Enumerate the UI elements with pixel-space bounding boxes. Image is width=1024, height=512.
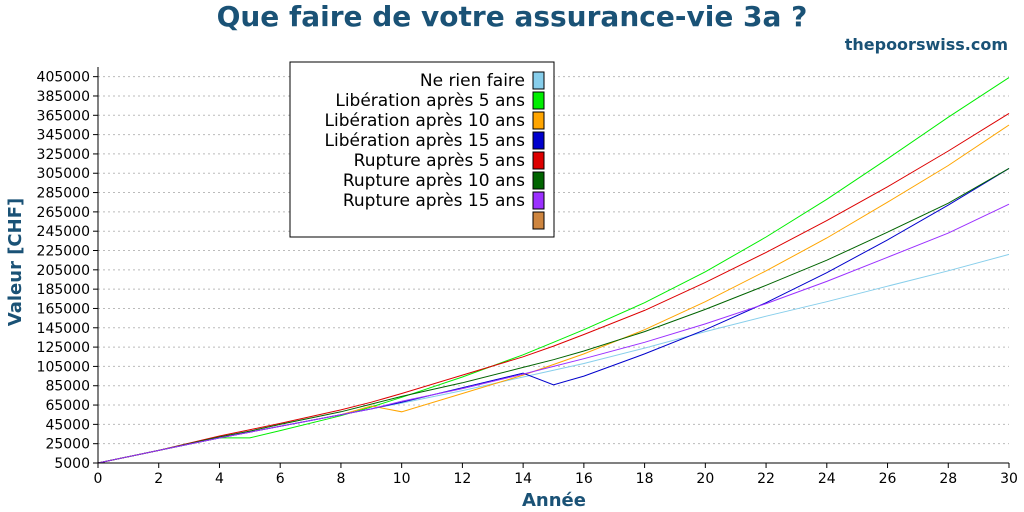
x-tick-label: 24	[818, 471, 836, 487]
legend-swatch	[532, 131, 545, 150]
y-tick-label: 385000	[37, 89, 90, 105]
legend-swatch	[532, 71, 545, 90]
legend-label: Rupture après 10 ans	[343, 171, 525, 191]
legend-label: Rupture après 5 ans	[354, 151, 525, 171]
x-tick-label: 26	[879, 471, 897, 487]
y-tick-label: 365000	[37, 108, 90, 124]
x-tick-label: 10	[393, 471, 411, 487]
y-axis-label: Valeur [CHF]	[5, 198, 26, 326]
x-tick-label: 12	[453, 471, 471, 487]
y-tick-label: 85000	[45, 379, 90, 395]
y-tick-label: 145000	[37, 321, 90, 337]
legend-label: Rupture après 15 ans	[343, 191, 525, 211]
y-tick-label: 45000	[45, 417, 90, 433]
x-tick-label: 20	[696, 471, 714, 487]
y-tick-label: 185000	[37, 282, 90, 298]
series-lines	[97, 77, 1010, 464]
series-line-5	[97, 112, 1010, 464]
legend-label: Libération après 5 ans	[335, 91, 525, 111]
x-tick-label: 28	[939, 471, 957, 487]
x-tick-label: 2	[154, 471, 163, 487]
x-tick-label: 4	[215, 471, 224, 487]
y-tick-label: 345000	[37, 128, 90, 144]
y-tick-label: 245000	[37, 224, 90, 240]
chart-title: Que faire de votre assurance-vie 3a ?	[217, 0, 808, 33]
x-tick-label: 16	[575, 471, 593, 487]
y-tick-label: 285000	[37, 186, 90, 202]
series-line-1	[97, 253, 1010, 464]
x-tick-label: 22	[757, 471, 775, 487]
y-tick-label: 105000	[37, 359, 90, 375]
y-tick-label: 325000	[37, 147, 90, 163]
axes: 5000 25000 45000 65000 85000 105000 125000 1450…	[37, 67, 1018, 487]
legend-label: Libération après 10 ans	[325, 111, 526, 131]
brand-label: thepoorswiss.com	[845, 35, 1008, 54]
y-tick-label: 405000	[37, 70, 90, 86]
x-tick-label: 14	[514, 471, 532, 487]
series-line-6	[97, 167, 1010, 464]
y-tick-label: 225000	[37, 244, 90, 260]
y-tick-label: 25000	[45, 437, 90, 453]
x-tick-label: 18	[636, 471, 654, 487]
y-tick-label: 165000	[37, 301, 90, 317]
legend-label: Ne rien faire	[420, 71, 525, 91]
x-tick-label: 0	[94, 471, 103, 487]
legend-box	[289, 61, 555, 238]
y-tick-label: 5000	[54, 456, 90, 472]
legend-swatch	[532, 151, 545, 170]
legend-swatch	[532, 171, 545, 190]
legend-swatch	[532, 111, 545, 130]
x-tick-label: 30	[1000, 471, 1018, 487]
y-tick-label: 125000	[37, 340, 90, 356]
series-line-2	[97, 77, 1010, 464]
y-tick-label: 265000	[37, 205, 90, 221]
x-axis-label: Année	[522, 490, 586, 511]
x-tick-label: 6	[276, 471, 285, 487]
legend-swatch	[532, 91, 545, 110]
series-line-7	[97, 203, 1010, 464]
legend-swatch	[532, 191, 545, 210]
y-tick-label: 65000	[45, 398, 90, 414]
x-tick-label: 8	[336, 471, 345, 487]
y-tick-label: 205000	[37, 263, 90, 279]
y-tick-label: 305000	[37, 166, 90, 182]
legend-swatch-extra	[532, 211, 545, 230]
legend-label: Libération après 15 ans	[325, 131, 526, 151]
